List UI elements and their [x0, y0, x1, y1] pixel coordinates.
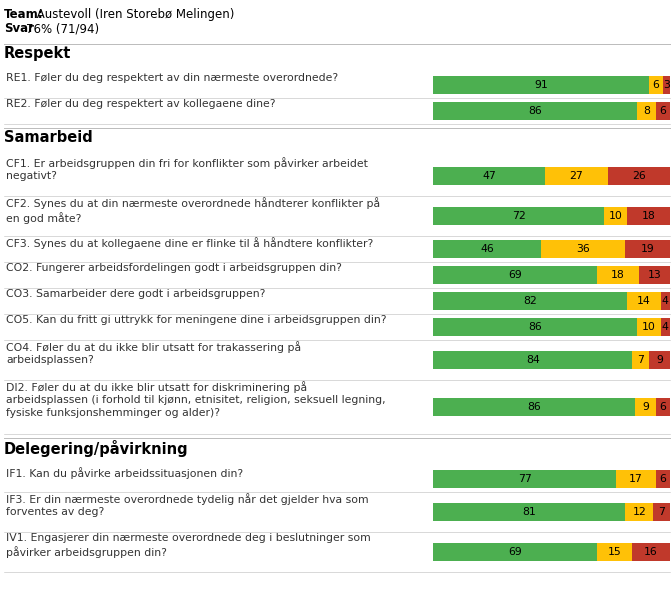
Bar: [628, 292, 661, 310]
Text: RE2. Føler du deg respektert av kollegaene dine?: RE2. Føler du deg respektert av kollegae…: [6, 99, 276, 109]
Text: 7: 7: [659, 507, 665, 517]
Text: 7: 7: [637, 355, 644, 365]
Text: 10: 10: [642, 322, 656, 332]
Text: Svar: Svar: [4, 22, 34, 35]
Bar: [433, 207, 603, 225]
Bar: [433, 503, 625, 521]
Text: CO4. Føler du at du ikke blir utsatt for trakassering på
arbeidsplassen?: CO4. Føler du at du ikke blir utsatt for…: [6, 341, 301, 365]
Text: 9: 9: [656, 355, 663, 365]
Text: 72: 72: [511, 211, 526, 221]
Text: 84: 84: [526, 355, 540, 365]
Text: IF1. Kan du påvirke arbeidssituasjonen din?: IF1. Kan du påvirke arbeidssituasjonen d…: [6, 467, 243, 479]
Bar: [433, 351, 632, 369]
Text: 69: 69: [508, 547, 522, 557]
Bar: [628, 207, 670, 225]
Text: 14: 14: [637, 296, 651, 306]
Bar: [433, 240, 541, 258]
Text: 82: 82: [523, 296, 538, 306]
Text: 6: 6: [659, 402, 667, 412]
Text: RE1. Føler du deg respektert av din nærmeste overordnede?: RE1. Føler du deg respektert av din nærm…: [6, 73, 338, 83]
Text: 76% (71/94): 76% (71/94): [26, 22, 99, 35]
Bar: [597, 543, 632, 561]
Bar: [648, 76, 663, 94]
Text: Respekt: Respekt: [4, 46, 71, 61]
Text: 8: 8: [643, 106, 650, 116]
Text: CF3. Synes du at kollegaene dine er flinke til å håndtere konflikter?: CF3. Synes du at kollegaene dine er flin…: [6, 237, 373, 249]
Text: 46: 46: [480, 244, 494, 254]
Text: CO5. Kan du fritt gi uttrykk for meningene dine i arbeidsgruppen din?: CO5. Kan du fritt gi uttrykk for meninge…: [6, 315, 386, 325]
Text: 47: 47: [482, 171, 496, 181]
Bar: [433, 398, 635, 416]
Bar: [433, 470, 616, 488]
Bar: [661, 292, 670, 310]
Bar: [626, 240, 670, 258]
Bar: [653, 503, 670, 521]
Text: 69: 69: [508, 270, 522, 280]
Bar: [433, 543, 597, 561]
Bar: [661, 318, 670, 336]
Bar: [637, 102, 656, 120]
Text: 3: 3: [663, 80, 670, 90]
Bar: [433, 102, 637, 120]
Text: 26: 26: [632, 171, 646, 181]
Text: CF1. Er arbeidsgruppen din fri for konflikter som påvirker arbeidet
negativt?: CF1. Er arbeidsgruppen din fri for konfl…: [6, 157, 368, 181]
Bar: [625, 503, 653, 521]
Bar: [656, 102, 670, 120]
Text: CO3. Samarbeider dere godt i arbeidsgruppen?: CO3. Samarbeider dere godt i arbeidsgrup…: [6, 289, 265, 299]
Text: 9: 9: [642, 402, 649, 412]
Text: Delegering/påvirkning: Delegering/påvirkning: [4, 440, 189, 457]
Bar: [433, 292, 628, 310]
Text: 86: 86: [528, 106, 542, 116]
Bar: [632, 543, 670, 561]
Bar: [663, 76, 670, 94]
Text: IV1. Engasjerer din nærmeste overordnede deg i beslutninger som
påvirker arbeids: IV1. Engasjerer din nærmeste overordnede…: [6, 533, 371, 558]
Text: CF2. Synes du at din nærmeste overordnede håndterer konflikter på
en god måte?: CF2. Synes du at din nærmeste overordned…: [6, 197, 380, 224]
Bar: [632, 351, 648, 369]
Bar: [608, 167, 670, 185]
Text: 13: 13: [648, 270, 661, 280]
Text: 16: 16: [644, 547, 658, 557]
Text: Team:: Team:: [4, 8, 44, 21]
Bar: [433, 76, 648, 94]
Bar: [639, 266, 670, 284]
Bar: [603, 207, 628, 225]
Bar: [648, 351, 670, 369]
Text: 36: 36: [577, 244, 590, 254]
Text: 86: 86: [528, 322, 542, 332]
Bar: [433, 167, 544, 185]
Text: 12: 12: [632, 507, 646, 517]
Bar: [433, 266, 597, 284]
Text: CO2. Fungerer arbeidsfordelingen godt i arbeidsgruppen din?: CO2. Fungerer arbeidsfordelingen godt i …: [6, 263, 342, 273]
Text: 91: 91: [534, 80, 548, 90]
Text: Samarbeid: Samarbeid: [4, 130, 93, 145]
Bar: [656, 398, 670, 416]
Bar: [541, 240, 626, 258]
Text: 15: 15: [607, 547, 622, 557]
Text: 4: 4: [662, 296, 669, 306]
Bar: [635, 398, 656, 416]
Bar: [616, 470, 656, 488]
Text: 18: 18: [611, 270, 625, 280]
Text: 6: 6: [659, 474, 667, 484]
Text: 4: 4: [662, 322, 669, 332]
Text: 10: 10: [609, 211, 622, 221]
Text: DI2. Føler du at du ikke blir utsatt for diskriminering på
arbeidsplassen (i for: DI2. Føler du at du ikke blir utsatt for…: [6, 381, 386, 418]
Text: 6: 6: [659, 106, 667, 116]
Bar: [544, 167, 608, 185]
Bar: [433, 318, 637, 336]
Text: 81: 81: [522, 507, 536, 517]
Text: 19: 19: [641, 244, 655, 254]
Bar: [597, 266, 639, 284]
Bar: [656, 470, 670, 488]
Text: Austevoll (Iren Storebø Melingen): Austevoll (Iren Storebø Melingen): [33, 8, 235, 21]
Text: IF3. Er din nærmeste overordnede tydelig når det gjelder hva som
forventes av de: IF3. Er din nærmeste overordnede tydelig…: [6, 493, 369, 517]
Text: 27: 27: [570, 171, 583, 181]
Text: 6: 6: [653, 80, 659, 90]
Bar: [637, 318, 661, 336]
Text: 86: 86: [528, 402, 541, 412]
Text: 18: 18: [642, 211, 656, 221]
Text: 77: 77: [517, 474, 532, 484]
Text: 17: 17: [629, 474, 642, 484]
